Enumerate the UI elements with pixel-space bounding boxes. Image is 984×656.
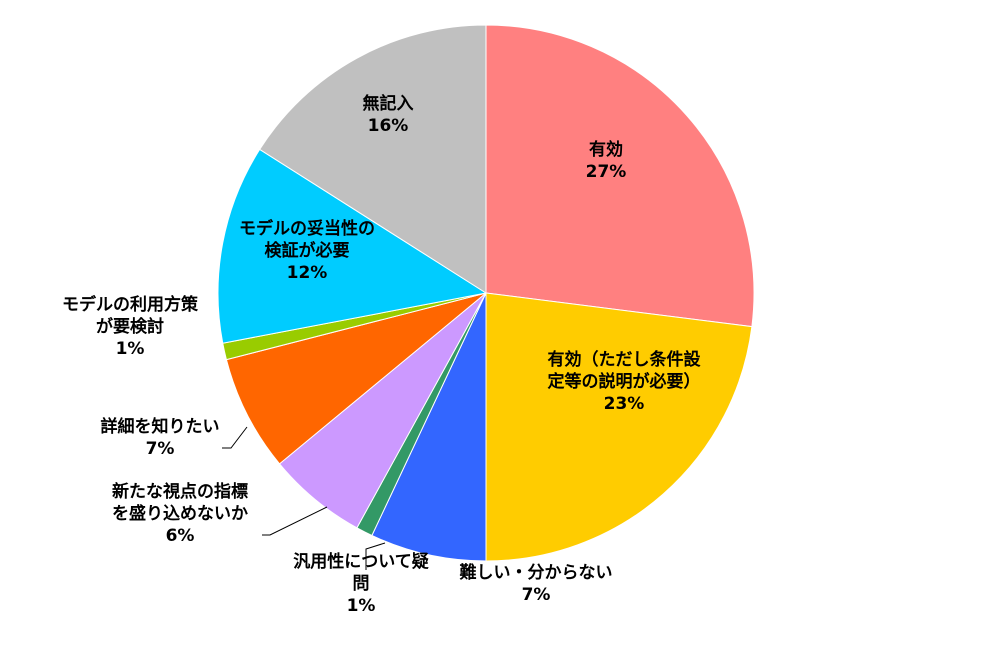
slice-label-2: 難しい・分からない 7% — [460, 562, 613, 605]
slice-label-3: 汎用性について疑問 1% — [293, 551, 429, 616]
pie-slices — [217, 24, 755, 562]
slice-value-label-3: 1% — [347, 596, 376, 616]
slice-category-label-7: モデルの妥当性の — [239, 218, 375, 239]
slice-value-label-5: 7% — [146, 439, 175, 459]
slice-labels: 有効 27%有効（ただし条件設定等の説明が必要） 23%難しい・分からない 7%汎用性… — [62, 93, 701, 616]
slice-category-label-2: 難しい・分からない — [460, 562, 613, 583]
slice-label-6: モデルの利用方策が要検討 1% — [62, 294, 199, 359]
slice-value-label-7: 12% — [287, 263, 328, 283]
leader-line-3 — [365, 542, 386, 570]
slice-category-label-5: 詳細を知りたい — [101, 416, 220, 437]
pie-slice-5 — [225, 292, 487, 465]
slice-label-8: 無記入 16% — [363, 93, 414, 136]
slice-category-label-1: 定等の説明が必要） — [548, 371, 701, 392]
slice-value-label-6: 1% — [116, 339, 145, 359]
slice-category-label-3: 問 — [353, 574, 370, 594]
slice-value-label-8: 16% — [368, 116, 409, 136]
slice-value-label-0: 27% — [586, 162, 627, 182]
leader-line-4 — [262, 506, 328, 536]
pie-slice-7 — [217, 148, 488, 344]
slice-category-label-3: 汎用性について疑 — [293, 551, 429, 572]
slice-value-label-2: 7% — [522, 585, 551, 605]
pie-slice-8 — [259, 24, 487, 294]
slice-category-label-8: 無記入 — [363, 93, 414, 114]
slice-value-label-1: 23% — [604, 394, 645, 414]
leader-lines — [222, 426, 386, 570]
pie-slice-1 — [485, 292, 753, 562]
leader-line-5 — [222, 426, 248, 449]
slice-category-label-6: が要検討 — [96, 316, 164, 337]
slice-category-label-0: 有効 — [589, 139, 623, 160]
slice-category-label-7: 検証が必要 — [265, 240, 350, 261]
pie-slice-2 — [371, 292, 487, 562]
slice-category-label-4: を盛り込めないか — [112, 503, 248, 524]
pie-slice-0 — [485, 24, 755, 328]
slice-category-label-4: 新たな視点の指標 — [112, 481, 248, 502]
slice-value-label-4: 6% — [166, 526, 195, 546]
slice-label-7: モデルの妥当性の検証が必要 12% — [239, 218, 375, 283]
slice-label-5: 詳細を知りたい 7% — [101, 416, 220, 459]
slice-label-4: 新たな視点の指標を盛り込めないか 6% — [112, 481, 248, 546]
slice-category-label-1: 有効（ただし条件設 — [548, 349, 702, 370]
slice-category-label-6: モデルの利用方策 — [62, 294, 199, 315]
slice-label-0: 有効 27% — [586, 139, 627, 182]
slice-label-1: 有効（ただし条件設定等の説明が必要） 23% — [548, 349, 702, 414]
